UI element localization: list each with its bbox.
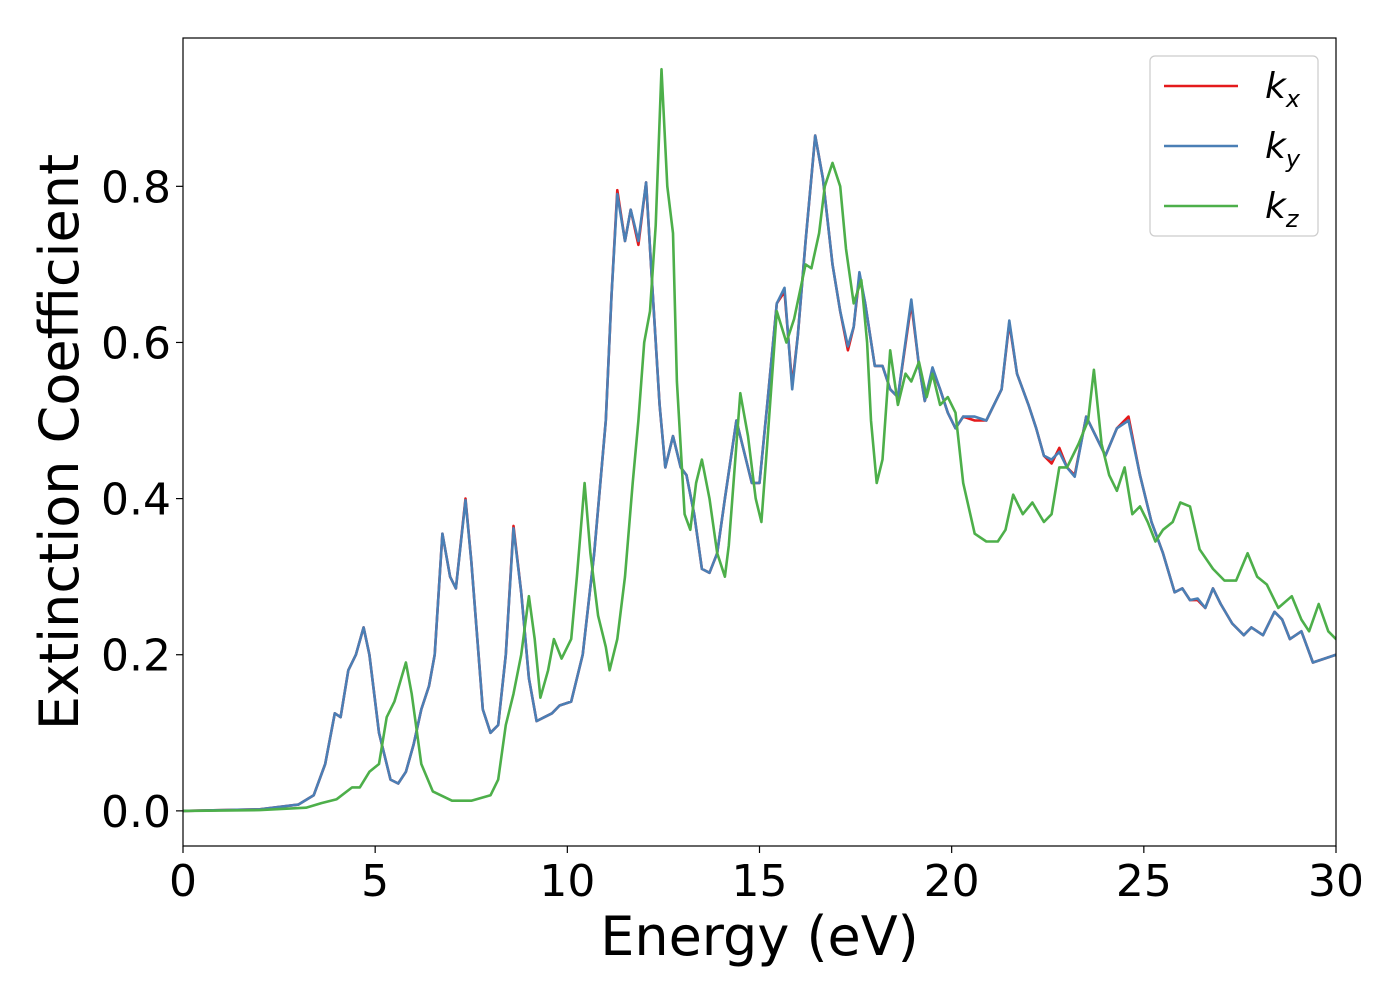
legend-item-ky: ky	[1164, 126, 1301, 173]
x-axis-title: Energy (eV)	[600, 905, 919, 968]
legend-label: kz	[1265, 186, 1300, 233]
x-axis-ticks: 0 5 10 15 20 25 30	[169, 846, 1364, 907]
y-axis-ticks: 0.0 0.2 0.4 0.6 0.8	[101, 162, 183, 838]
legend-label-subscript: z	[1285, 205, 1300, 233]
y-tick-label: 0.6	[101, 318, 171, 369]
x-tick-label: 10	[539, 856, 595, 907]
y-tick-label: 0.2	[101, 631, 171, 682]
x-tick-label: 20	[924, 856, 980, 907]
x-tick-label: 25	[1116, 856, 1172, 907]
y-tick-label: 0.4	[101, 475, 171, 526]
legend-item-kx: kx	[1164, 66, 1301, 113]
legend-label-subscript: y	[1285, 145, 1301, 173]
x-tick-label: 0	[169, 856, 197, 907]
x-tick-label: 30	[1308, 856, 1364, 907]
legend-label-base: k	[1265, 66, 1288, 107]
legend-label: ky	[1265, 126, 1301, 173]
series-line-ky	[183, 134, 1336, 813]
y-tick-label: 0.0	[101, 787, 171, 838]
series-layer	[183, 67, 1336, 813]
legend-label-base: k	[1265, 126, 1288, 167]
y-axis-title: Extinction Coefficient	[28, 154, 91, 730]
legend-label-subscript: x	[1285, 85, 1301, 113]
x-tick-label: 15	[732, 856, 788, 907]
legend-label: kx	[1265, 66, 1301, 113]
legend-item-kz: kz	[1164, 186, 1300, 233]
legend-label-base: k	[1265, 186, 1288, 227]
x-tick-label: 5	[361, 856, 389, 907]
y-tick-label: 0.8	[101, 162, 171, 213]
series-line-kz	[183, 67, 1336, 813]
